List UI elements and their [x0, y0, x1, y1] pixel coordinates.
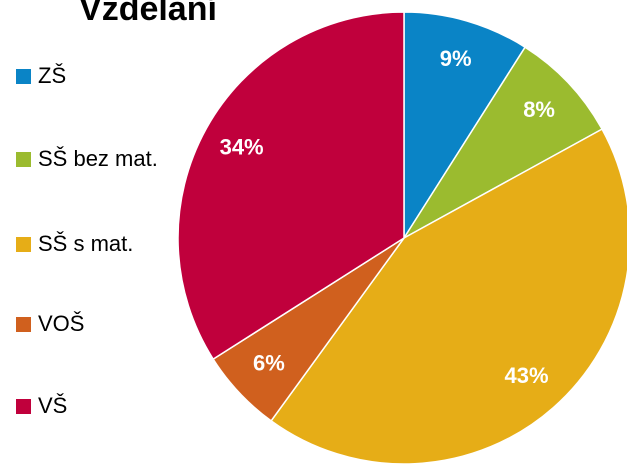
data-label: 6%: [253, 351, 285, 376]
legend-label: VŠ: [38, 393, 68, 418]
legend-swatch: [16, 152, 31, 167]
data-label: 8%: [523, 97, 555, 122]
data-label: 34%: [220, 135, 264, 160]
legend-swatch: [16, 69, 31, 84]
pie-slice: [177, 11, 405, 361]
legend-swatch: [16, 237, 31, 252]
legend-label: SŠ bez mat.: [38, 146, 158, 171]
legend-swatch: [16, 399, 31, 414]
legend-label: VOŠ: [38, 311, 85, 336]
legend-item: SŠ s mat.: [16, 226, 166, 261]
legend-label: SŠ s mat.: [38, 231, 134, 256]
legend-item: VŠ: [16, 388, 166, 423]
data-label: 9%: [440, 46, 472, 71]
legend-item: VOŠ: [16, 306, 166, 341]
legend-item: ZŠ: [16, 58, 166, 93]
chart-title: Vzdělání: [79, 0, 218, 28]
data-label: 43%: [505, 363, 549, 388]
legend-item: SŠ bez mat.: [16, 141, 166, 176]
legend-swatch: [16, 317, 31, 332]
pie-slice: [270, 128, 627, 465]
pie-slice: [403, 46, 604, 239]
legend-label: ZŠ: [38, 63, 67, 88]
pie-slice: [403, 11, 527, 241]
